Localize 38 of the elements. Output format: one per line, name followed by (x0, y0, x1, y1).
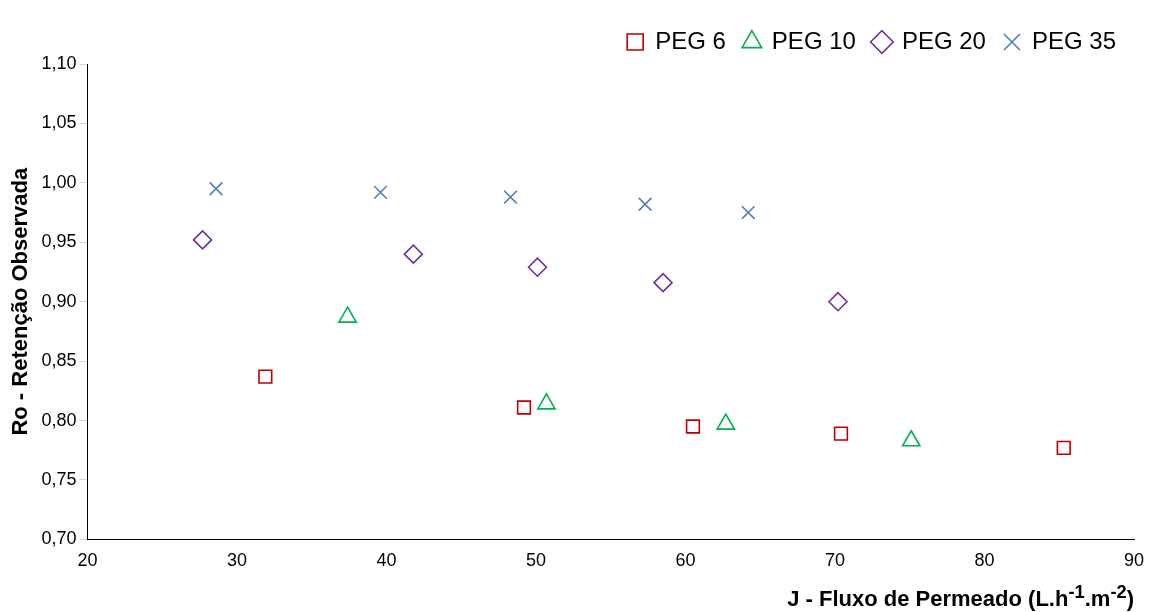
point (828, 291, 848, 312)
x-tick-label: 20 (77, 550, 98, 571)
x-tick-label: 40 (376, 550, 397, 571)
point (637, 197, 653, 212)
y-axis-title: Ro - Retenção Observada (7, 167, 33, 436)
point (516, 400, 532, 415)
legend-label: PEG 35 (1031, 26, 1116, 54)
y-tick-label: 0,80 (41, 409, 77, 430)
x-axis-title: J - Fluxo de Permeado (L.h$^{-1}$.m$^{-2}$) (787, 580, 1134, 612)
point (527, 257, 548, 278)
y-tick-label: 0,85 (41, 350, 77, 371)
legend-label: PEG 10 (771, 26, 856, 54)
point (503, 189, 518, 205)
y-tick-label: 1,05 (41, 112, 77, 133)
legend-label: PEG 6 (655, 26, 726, 54)
y-tick-label: 0,75 (41, 468, 77, 489)
y-tick-label: 0,70 (41, 528, 77, 549)
point (685, 419, 701, 434)
point (208, 181, 224, 196)
y-tick-label: 1,00 (41, 171, 77, 192)
point (833, 426, 849, 441)
x-tick-label: 70 (824, 550, 845, 571)
x-tick-label: 90 (1123, 550, 1145, 571)
x-tick-label: 80 (974, 550, 995, 571)
y-tick-label: 0,90 (41, 290, 77, 311)
point (258, 369, 273, 384)
point (741, 205, 756, 220)
point (192, 230, 213, 250)
x-tick-label: 60 (675, 550, 696, 571)
legend-label: PEG 20 (901, 26, 986, 54)
y-tick-label: 1,10 (41, 52, 77, 73)
x-tick-label: 30 (226, 550, 247, 571)
point (1056, 440, 1071, 456)
y-tick-label: 0,95 (41, 231, 77, 252)
x-tick-label: 50 (525, 550, 546, 571)
point (373, 185, 388, 200)
point (403, 244, 424, 264)
point (653, 272, 673, 293)
